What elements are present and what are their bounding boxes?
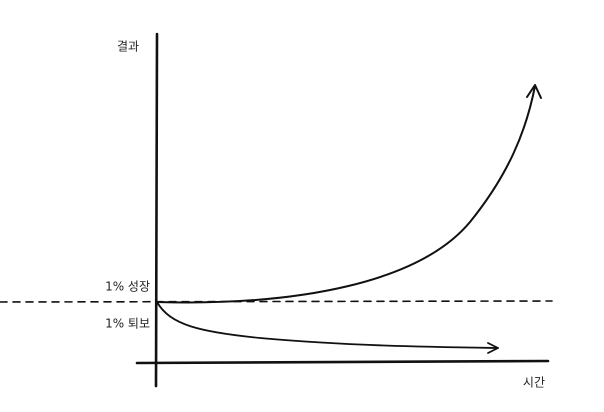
decline-arrowhead	[487, 342, 499, 354]
growth-arrowhead	[526, 84, 542, 99]
growth-curve	[156, 85, 536, 304]
x-axis-label: 시간	[523, 376, 545, 390]
y-axis	[154, 32, 159, 388]
y-axis-label: 결과	[117, 40, 139, 54]
x-axis	[135, 359, 550, 365]
growth-label: 1% 성장	[105, 280, 150, 294]
decline-label: 1% 퇴보	[105, 317, 150, 331]
decline-curve	[156, 301, 499, 349]
baseline-dashed	[0, 300, 553, 303]
